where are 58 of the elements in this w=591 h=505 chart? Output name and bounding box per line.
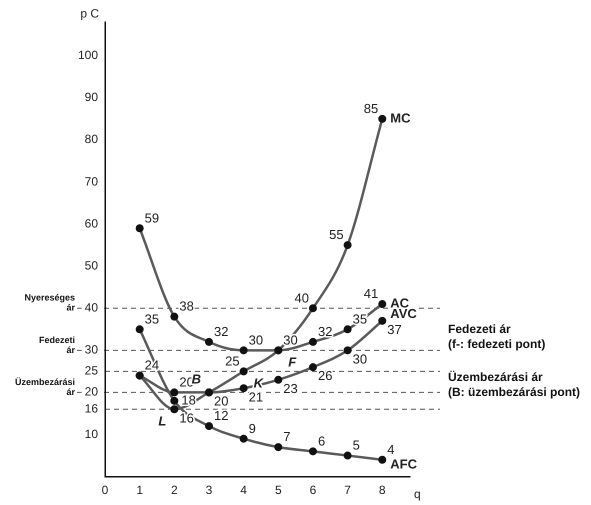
data-label: 7 [283, 429, 291, 444]
y-tick-label: 25 [84, 364, 98, 378]
ref-line-label: Fedezeti ár [39, 334, 76, 355]
x-tick-label: 0 [102, 483, 109, 498]
x-tick-label: 6 [310, 483, 317, 498]
data-label: 23 [283, 380, 298, 396]
y-tick-label: 90 [84, 90, 98, 104]
data-label: 59 [144, 210, 160, 226]
annotation: L [158, 413, 166, 428]
x-tick-label: 4 [240, 483, 248, 498]
y-tick-label: 30 [84, 342, 98, 357]
data-label: 21 [248, 389, 264, 404]
data-label: 16 [179, 410, 194, 426]
data-label: 6 [318, 433, 326, 448]
x-tick-label: 1 [136, 483, 144, 498]
text: Fedezeti ár (f-: fedezeti pont) [448, 322, 546, 352]
ref-line-label: Nyereséges ár [24, 292, 76, 313]
data-label: 32 [318, 324, 332, 339]
data-label: 35 [144, 311, 160, 326]
data-label: 30 [248, 332, 264, 348]
data-label: 12 [214, 408, 228, 424]
series-label: AFC [390, 456, 418, 472]
y-tick-label: 100 [78, 48, 98, 62]
y-tick-label: 60 [84, 216, 98, 230]
annotation: F [288, 354, 298, 370]
y-tick-label: 16 [84, 402, 98, 416]
ref-line-label: Üzembezárási ár [14, 376, 76, 397]
data-label: 4 [387, 442, 395, 457]
x-tick-label: 2 [170, 483, 178, 498]
x-tick-label: 5 [274, 483, 282, 498]
data-label: 9 [248, 420, 256, 436]
data-label: 18 [181, 392, 196, 408]
data-label: 40 [294, 290, 309, 306]
x-tick-label: 8 [378, 483, 386, 498]
y-axis-title: p C [80, 6, 100, 20]
data-label: 5 [352, 438, 360, 453]
data-label: 25 [225, 353, 240, 368]
data-label: 85 [364, 100, 378, 116]
annotation: B [192, 371, 201, 386]
series-label: MC [390, 110, 412, 126]
x-tick-label: 3 [206, 483, 213, 498]
y-tick-label: 80 [84, 132, 98, 146]
x-axis-title: q [414, 486, 421, 501]
data-label: 30 [352, 351, 368, 366]
data-label: 38 [179, 298, 194, 314]
y-tick-label: 70 [84, 174, 98, 188]
x-tick-label: 7 [344, 483, 352, 498]
data-label: 20 [214, 393, 228, 408]
text: Üzembezárási ár (B: üzembezárási pont) [448, 370, 582, 400]
y-tick-label: 10 [84, 426, 98, 441]
data-label: 26 [318, 368, 332, 384]
y-tick-label: 50 [84, 258, 98, 272]
data-label: 37 [387, 322, 402, 337]
y-tick-label: 40 [84, 300, 98, 315]
y-tick-label: 20 [84, 384, 98, 399]
data-label: 32 [214, 324, 228, 339]
data-label: 41 [364, 286, 378, 302]
data-label: 55 [329, 227, 344, 242]
